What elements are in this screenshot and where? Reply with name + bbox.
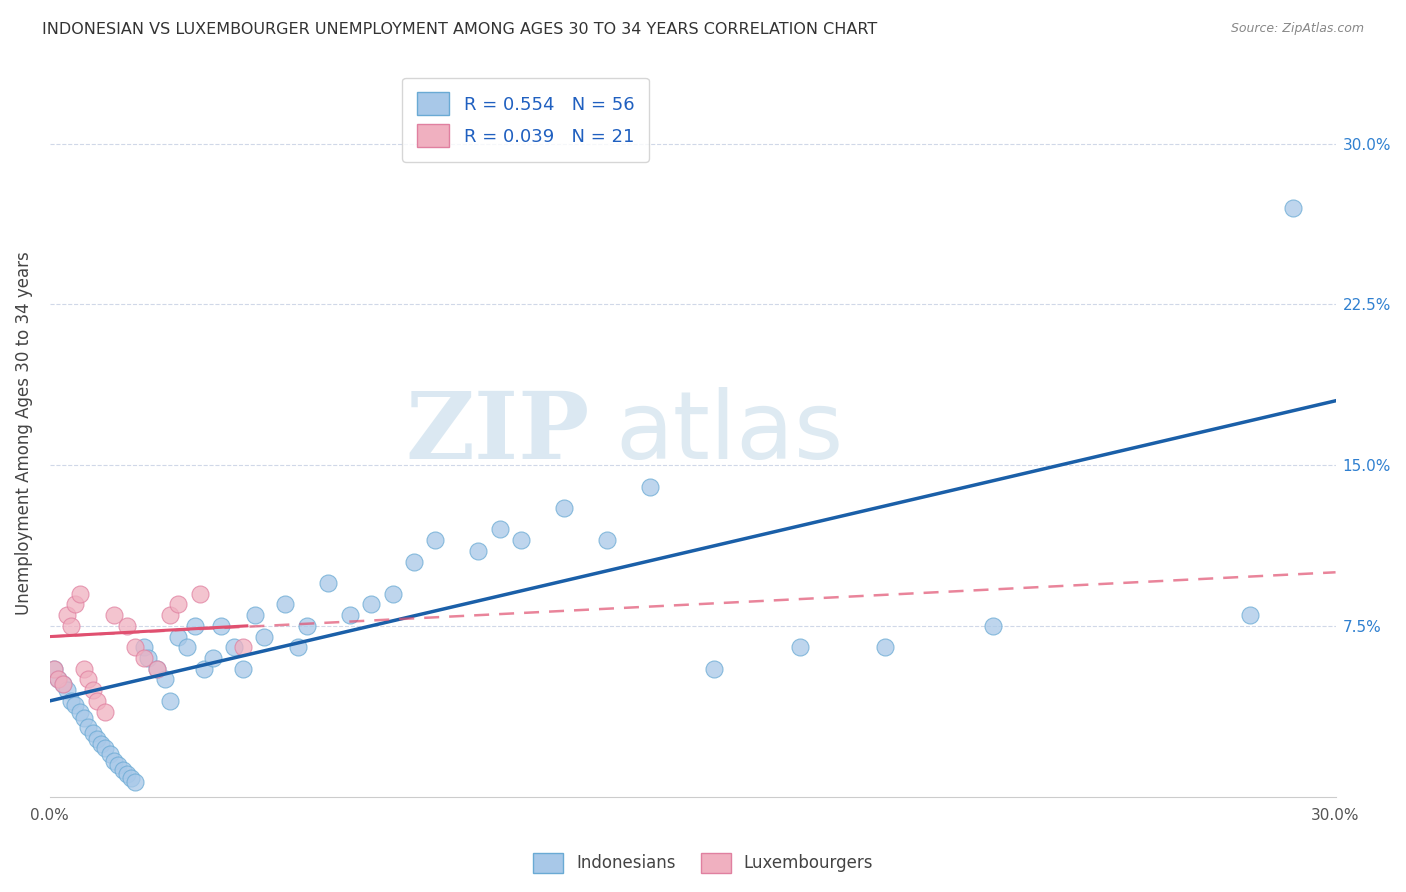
Point xyxy=(136,651,159,665)
Point xyxy=(222,640,245,655)
Point xyxy=(176,640,198,655)
Point xyxy=(381,587,404,601)
Point xyxy=(146,662,169,676)
Point xyxy=(188,587,211,601)
Point xyxy=(316,576,339,591)
Point xyxy=(295,619,318,633)
Point xyxy=(82,683,104,698)
Point xyxy=(42,662,65,676)
Point xyxy=(115,766,138,780)
Point xyxy=(124,640,146,655)
Point xyxy=(167,630,190,644)
Point xyxy=(232,640,254,655)
Point xyxy=(69,587,91,601)
Point xyxy=(86,732,108,747)
Point xyxy=(425,533,447,548)
Point xyxy=(51,677,73,691)
Point xyxy=(981,619,1004,633)
Point xyxy=(146,662,169,676)
Point xyxy=(159,694,181,708)
Point xyxy=(60,694,83,708)
Point xyxy=(77,673,100,687)
Point xyxy=(155,673,177,687)
Point xyxy=(94,741,117,756)
Point xyxy=(875,640,897,655)
Point xyxy=(596,533,619,548)
Text: ZIP: ZIP xyxy=(405,388,589,478)
Point xyxy=(115,619,138,633)
Point xyxy=(56,683,79,698)
Point xyxy=(467,544,489,558)
Point xyxy=(339,608,361,623)
Point xyxy=(124,775,146,789)
Point xyxy=(488,523,510,537)
Text: Source: ZipAtlas.com: Source: ZipAtlas.com xyxy=(1230,22,1364,36)
Point xyxy=(360,598,382,612)
Point xyxy=(184,619,207,633)
Point xyxy=(287,640,309,655)
Point xyxy=(167,598,190,612)
Point xyxy=(46,673,69,687)
Text: atlas: atlas xyxy=(616,387,844,479)
Point xyxy=(82,726,104,740)
Point xyxy=(1281,201,1303,215)
Point xyxy=(159,608,181,623)
Point xyxy=(132,651,155,665)
Point xyxy=(253,630,276,644)
Point xyxy=(56,608,79,623)
Point xyxy=(46,673,69,687)
Point xyxy=(107,758,129,772)
Point xyxy=(789,640,811,655)
Point xyxy=(111,763,134,777)
Text: INDONESIAN VS LUXEMBOURGER UNEMPLOYMENT AMONG AGES 30 TO 34 YEARS CORRELATION CH: INDONESIAN VS LUXEMBOURGER UNEMPLOYMENT … xyxy=(42,22,877,37)
Point xyxy=(86,694,108,708)
Point xyxy=(120,771,142,785)
Point xyxy=(73,662,96,676)
Point xyxy=(65,698,87,713)
Point xyxy=(103,608,125,623)
Point xyxy=(193,662,215,676)
Point xyxy=(65,598,87,612)
Point xyxy=(73,711,96,725)
Point xyxy=(402,555,425,569)
Point xyxy=(245,608,267,623)
Point xyxy=(132,640,155,655)
Point xyxy=(77,720,100,734)
Point xyxy=(98,747,121,762)
Point xyxy=(51,677,73,691)
Point xyxy=(553,500,575,515)
Point xyxy=(42,662,65,676)
Legend: R = 0.554   N = 56, R = 0.039   N = 21: R = 0.554 N = 56, R = 0.039 N = 21 xyxy=(402,78,648,161)
Point xyxy=(60,619,83,633)
Y-axis label: Unemployment Among Ages 30 to 34 years: Unemployment Among Ages 30 to 34 years xyxy=(15,251,32,615)
Point xyxy=(103,754,125,768)
Point xyxy=(1239,608,1261,623)
Point xyxy=(703,662,725,676)
Point xyxy=(510,533,533,548)
Point xyxy=(94,705,117,719)
Point xyxy=(69,705,91,719)
Point xyxy=(274,598,297,612)
Point xyxy=(209,619,232,633)
Legend: Indonesians, Luxembourgers: Indonesians, Luxembourgers xyxy=(526,847,880,880)
Point xyxy=(638,479,661,493)
Point xyxy=(90,737,112,751)
Point xyxy=(232,662,254,676)
Point xyxy=(201,651,224,665)
